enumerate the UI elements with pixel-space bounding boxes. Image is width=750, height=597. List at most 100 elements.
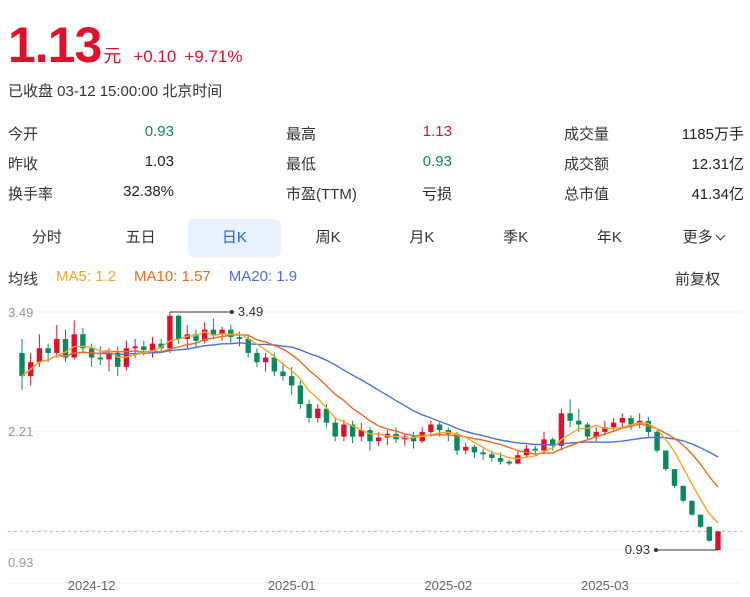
candle-body bbox=[80, 334, 86, 349]
candle-body bbox=[376, 437, 382, 442]
candle-body bbox=[471, 446, 478, 453]
stats-row-2: 昨收 1.03 最低 0.93 成交额 12.31亿 bbox=[8, 148, 744, 178]
stat-value: 12.31亿 bbox=[691, 155, 744, 173]
candle-body bbox=[36, 348, 43, 363]
adjust-mode[interactable]: 前复权 bbox=[674, 271, 720, 288]
candle-body bbox=[436, 424, 443, 431]
tab-intraday[interactable]: 分时 bbox=[31, 229, 62, 246]
stat-label: 换手率 bbox=[8, 185, 54, 203]
y-tick-label: 3.49 bbox=[8, 305, 33, 320]
candle-body bbox=[62, 338, 69, 358]
stat-pe: 市盈(TTM) 亏损 bbox=[286, 183, 452, 204]
candle-body bbox=[149, 343, 156, 351]
stat-label: 总市值 bbox=[564, 185, 610, 203]
chart-grid bbox=[8, 311, 742, 584]
stat-label: 最低 bbox=[286, 155, 317, 173]
stat-turnover-rate: 换手率 32.38% bbox=[8, 183, 174, 204]
y-tick-label: 2.21 bbox=[8, 424, 33, 439]
stat-turnover: 成交额 12.31亿 bbox=[564, 153, 744, 174]
candle-body bbox=[619, 417, 625, 423]
stat-high: 最高 1.13 bbox=[286, 123, 452, 144]
candle-body bbox=[706, 526, 712, 541]
stat-volume: 成交量 1185万手 bbox=[564, 123, 744, 144]
candle-body bbox=[141, 346, 147, 351]
tab-more[interactable]: 更多 bbox=[656, 219, 750, 257]
candle-body bbox=[654, 431, 660, 451]
candle-body bbox=[515, 455, 521, 464]
candle-body bbox=[428, 424, 434, 432]
price-change-percent: +9.71% bbox=[184, 47, 243, 66]
candle-body bbox=[228, 329, 234, 338]
stat-prev-close: 昨收 1.03 bbox=[8, 153, 174, 174]
candle-body bbox=[497, 457, 504, 462]
candle-body bbox=[45, 348, 51, 353]
stat-label: 成交量 bbox=[564, 125, 610, 143]
tab-quarterly-k[interactable]: 季K bbox=[503, 229, 529, 246]
candle-body bbox=[671, 469, 678, 486]
ma-legend: 均线 MA5: 1.2 MA10: 1.57 MA20: 1.9 前复权 bbox=[8, 268, 738, 289]
stat-label: 成交额 bbox=[564, 155, 610, 173]
quote-stats: 今开 0.93 最高 1.13 成交量 1185万手 昨收 1.03 最低 0.… bbox=[8, 118, 744, 208]
candle-body bbox=[628, 417, 634, 425]
tab-daily-k[interactable]: 日K bbox=[187, 219, 282, 257]
stat-value: 1.03 bbox=[144, 152, 174, 170]
price-unit: 元 bbox=[103, 46, 122, 66]
price-header: 1.13 元 +0.10 +9.71% bbox=[8, 20, 242, 70]
kline-chart[interactable]: 3.49 2.21 0.93 2024-12 2025-01 2025-02 2025-0… bbox=[0, 300, 750, 597]
candle-body bbox=[271, 357, 277, 372]
x-tick-label: 2025-03 bbox=[581, 578, 629, 593]
candle-body bbox=[593, 431, 599, 437]
chevron-down-icon bbox=[715, 230, 726, 241]
candle-body bbox=[550, 439, 556, 446]
stat-open: 今开 0.93 bbox=[8, 123, 174, 144]
x-tick-label: 2025-02 bbox=[424, 578, 472, 593]
candle-body bbox=[19, 352, 25, 377]
tab-weekly-k[interactable]: 周K bbox=[315, 229, 341, 246]
candle-body bbox=[576, 420, 582, 425]
ma10-line bbox=[21, 334, 719, 488]
ma20-value: MA20: 1.9 bbox=[228, 268, 298, 285]
ma-lines bbox=[21, 331, 719, 524]
period-tabs: 分时 五日 日K 周K 月K 季K 年K 更多 bbox=[0, 218, 750, 258]
tab-monthly-k[interactable]: 月K bbox=[409, 229, 435, 246]
market-status: 已收盘 03-12 15:00:00 北京时间 bbox=[8, 83, 223, 100]
stat-value: 41.34亿 bbox=[691, 185, 744, 203]
candle-body bbox=[663, 450, 669, 470]
candle-body bbox=[289, 376, 295, 386]
candle-body bbox=[54, 338, 60, 353]
candle-body bbox=[602, 427, 608, 432]
candle-body bbox=[193, 334, 199, 341]
x-tick-label: 2025-01 bbox=[268, 578, 316, 593]
candle-body bbox=[297, 385, 304, 405]
candle-body bbox=[210, 329, 217, 335]
candle-body bbox=[715, 531, 721, 550]
candle-body bbox=[697, 514, 704, 527]
candle-body bbox=[349, 424, 356, 437]
candle-body bbox=[532, 448, 538, 451]
stat-value: 亏损 bbox=[421, 185, 452, 203]
candle-body bbox=[358, 430, 364, 437]
candle-body bbox=[280, 371, 286, 377]
candle-body bbox=[332, 422, 338, 437]
stat-value: 0.93 bbox=[422, 152, 452, 170]
candle-body bbox=[367, 430, 373, 442]
candle-body bbox=[410, 436, 417, 442]
candle-body bbox=[610, 422, 617, 428]
tab-five-day[interactable]: 五日 bbox=[125, 229, 156, 246]
candle-body bbox=[262, 357, 269, 363]
candle-body bbox=[175, 315, 182, 339]
x-axis-labels: 2024-12 2025-01 2025-02 2025-03 bbox=[68, 578, 629, 593]
stat-low: 最低 0.93 bbox=[286, 153, 452, 174]
y-tick-label: 0.93 bbox=[8, 555, 33, 570]
candle-body bbox=[506, 461, 512, 464]
stat-market-cap: 总市值 41.34亿 bbox=[564, 183, 744, 204]
candle-body bbox=[219, 329, 225, 335]
candle-body bbox=[341, 424, 347, 437]
tab-yearly-k[interactable]: 年K bbox=[596, 229, 622, 246]
min-marker-label: 0.93 bbox=[625, 542, 650, 557]
tab-more-label: 更多 bbox=[682, 229, 713, 246]
min-marker-dot bbox=[654, 548, 658, 552]
candle-body bbox=[315, 408, 321, 418]
extreme-markers: 3.49 0.93 bbox=[169, 304, 718, 557]
price-change: +0.10 bbox=[133, 47, 177, 66]
